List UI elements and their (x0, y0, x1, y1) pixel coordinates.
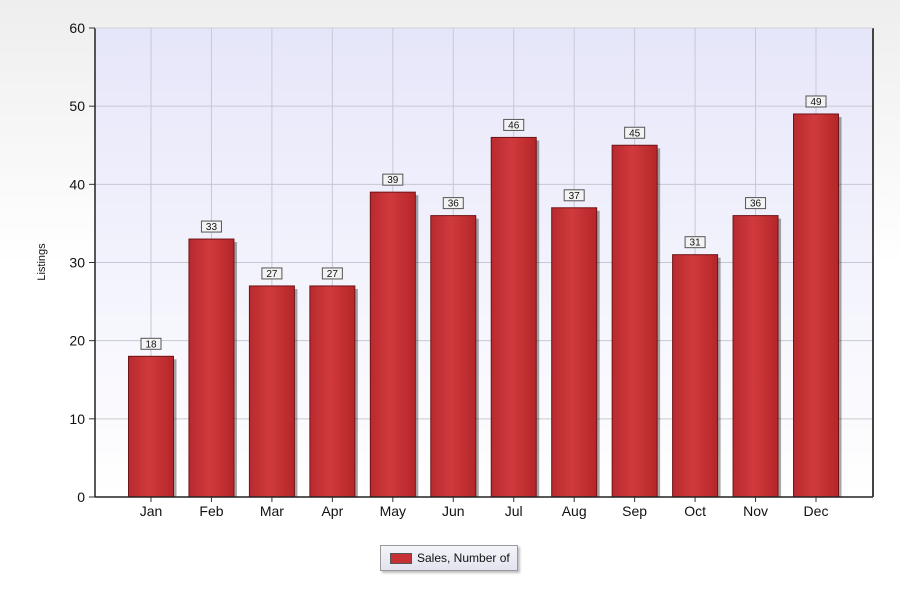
data-label-box (684, 236, 706, 249)
y-tick-label: 50 (69, 98, 85, 114)
legend-label: Sales, Number of (417, 551, 510, 565)
bar (551, 207, 598, 498)
data-label: 37 (569, 191, 581, 202)
y-tick-label: 0 (77, 489, 85, 505)
y-tick-label: 20 (69, 333, 85, 349)
bar (732, 215, 779, 498)
bar (188, 238, 235, 498)
axes (89, 27, 874, 502)
bar (672, 254, 719, 498)
data-label: 18 (145, 339, 157, 350)
x-tick-label: Jan (140, 503, 163, 519)
data-label-box (140, 337, 162, 350)
bars (128, 113, 842, 498)
y-tick-label: 40 (69, 176, 85, 192)
y-tick-label: 30 (69, 255, 85, 271)
data-label: 27 (266, 269, 278, 280)
data-label: 39 (387, 175, 399, 186)
data-label: 31 (690, 238, 702, 249)
x-tick-label: Nov (743, 503, 768, 519)
legend: Sales, Number of (380, 545, 518, 571)
data-label-box (442, 197, 464, 210)
data-label-box (563, 189, 585, 202)
data-label: 49 (810, 97, 822, 108)
x-tick-label: Feb (199, 503, 223, 519)
data-label-box (382, 173, 404, 186)
legend-swatch (390, 552, 412, 564)
x-tick-label: Sep (622, 503, 647, 519)
data-label-box (503, 118, 525, 131)
bar (793, 113, 839, 498)
x-tick-label: Apr (321, 503, 343, 519)
data-label-box (200, 220, 222, 233)
data-label: 36 (448, 199, 460, 210)
bar (430, 215, 477, 498)
bar (128, 355, 174, 498)
labels: 0 10 20 30 40 50 60 Jan 18 Feb 33 Mar 27 Apr 27 May 39 Ju… (69, 20, 828, 519)
x-tick-label: Jun (442, 503, 465, 519)
x-tick-label: Aug (562, 503, 587, 519)
data-label: 33 (206, 222, 218, 233)
data-label: 36 (750, 199, 762, 210)
data-label-box (805, 95, 827, 108)
bar (309, 285, 356, 498)
data-label: 27 (327, 269, 339, 280)
bar (611, 144, 658, 498)
bar (248, 285, 295, 498)
y-tick-label: 10 (69, 411, 85, 427)
x-tick-label: May (380, 503, 406, 519)
y-axis-title: Listings (36, 243, 48, 281)
data-label-box (745, 197, 767, 210)
data-label-box (624, 126, 646, 139)
data-label: 46 (508, 120, 520, 131)
x-tick-label: Mar (260, 503, 284, 519)
x-tick-label: Oct (684, 503, 706, 519)
y-tick-label: 60 (69, 20, 85, 36)
bar (490, 136, 537, 498)
bar (369, 191, 416, 498)
x-tick-label: Dec (804, 503, 829, 519)
data-label-box (261, 267, 283, 280)
x-tick-label: Jul (505, 503, 523, 519)
data-label-box (321, 267, 343, 280)
data-label: 45 (629, 128, 641, 139)
